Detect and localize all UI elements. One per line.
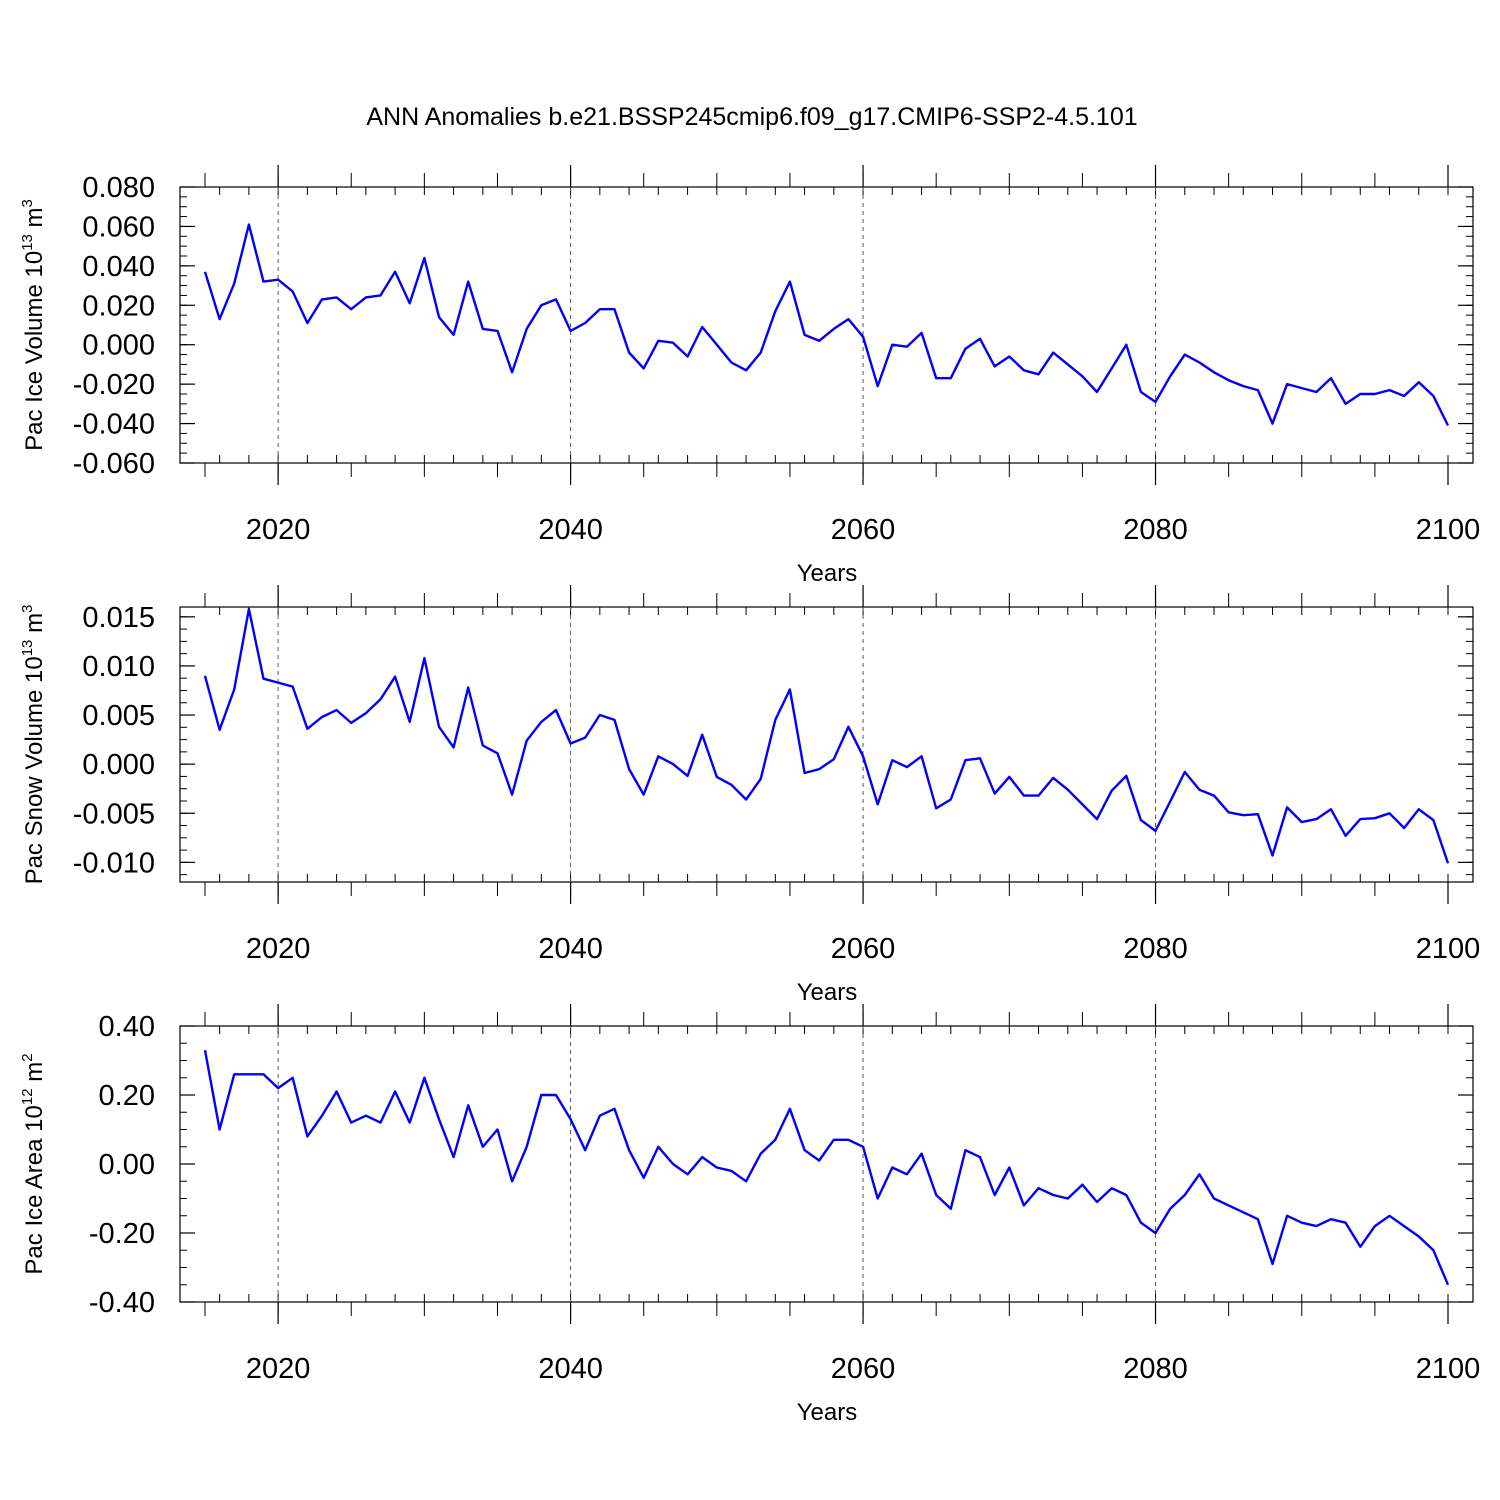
y-tick-label: 0.005 (82, 700, 155, 732)
x-axis-label: Years (797, 979, 858, 1006)
y-tick-label: 0.015 (82, 602, 155, 634)
y-tick-label: 0.40 (99, 1011, 155, 1043)
y-axis-label: Pac Snow Volume 1013 m3 (19, 605, 48, 885)
figure-title: ANN Anomalies b.e21.BSSP245cmip6.f09_g17… (366, 103, 1137, 131)
y-tick-label: 0.060 (82, 211, 155, 243)
x-tick-label: 2060 (831, 933, 896, 965)
y-tick-label: 0.020 (82, 290, 155, 322)
data-series-line (203, 223, 1450, 427)
x-axis-label: Years (797, 1399, 858, 1426)
x-tick-label: 2040 (538, 1353, 603, 1385)
x-tick-label: 2060 (831, 1353, 896, 1385)
y-tick-label: 0.010 (82, 651, 155, 683)
x-tick-label: 2100 (1416, 514, 1481, 546)
panels: 0.080 0.060 0.040 0.020 0.000 -0.020 -0.040 -0.… (19, 165, 1480, 1426)
y-tick-label: 0.000 (82, 749, 155, 781)
x-tick-label: 2040 (538, 514, 603, 546)
x-tick-label: 2100 (1416, 1353, 1481, 1385)
x-tick-label: 2100 (1416, 933, 1481, 965)
x-tick-label: 2020 (246, 514, 311, 546)
plot-frame (179, 186, 1474, 464)
y-axis-label: Pac Ice Area 1012 m2 (19, 1053, 48, 1274)
data-series-line (203, 607, 1450, 864)
x-tick-label: 2060 (831, 514, 896, 546)
y-tick-label: -0.040 (73, 409, 155, 441)
y-tick-label: -0.060 (73, 448, 155, 480)
x-tick-label: 2020 (246, 933, 311, 965)
y-tick-label: -0.010 (73, 847, 155, 879)
panel-3: 0.40 0.20 0.00 -0.20 -0.40 2020 2040 2060 2080 21… (19, 1004, 1480, 1426)
y-axis-label: Pac Ice Volume 1013 m3 (19, 199, 48, 451)
x-tick-label: 2080 (1123, 514, 1188, 546)
y-tick-label: -0.40 (89, 1287, 155, 1319)
y-tick-label: 0.000 (82, 330, 155, 362)
y-tick-label: 0.20 (99, 1080, 155, 1112)
y-tick-label: -0.005 (73, 798, 155, 830)
panel-1: 0.080 0.060 0.040 0.020 0.000 -0.020 -0.040 -0.… (19, 165, 1480, 587)
y-tick-label: 0.00 (99, 1149, 155, 1181)
y-tick-label: -0.20 (89, 1218, 155, 1250)
plot-frame (179, 1025, 1474, 1303)
x-tick-label: 2020 (246, 1353, 311, 1385)
y-tick-label: 0.080 (82, 172, 155, 204)
plot-frame (179, 606, 1474, 883)
data-series-line (203, 1049, 1450, 1286)
x-tick-label: 2080 (1123, 933, 1188, 965)
panel-2: 0.015 0.010 0.005 0.000 -0.005 -0.010 2020 2040… (19, 585, 1480, 1006)
x-tick-label: 2080 (1123, 1353, 1188, 1385)
y-tick-label: 0.040 (82, 251, 155, 283)
x-axis-label: Years (797, 560, 858, 587)
x-tick-label: 2040 (538, 933, 603, 965)
y-tick-label: -0.020 (73, 369, 155, 401)
